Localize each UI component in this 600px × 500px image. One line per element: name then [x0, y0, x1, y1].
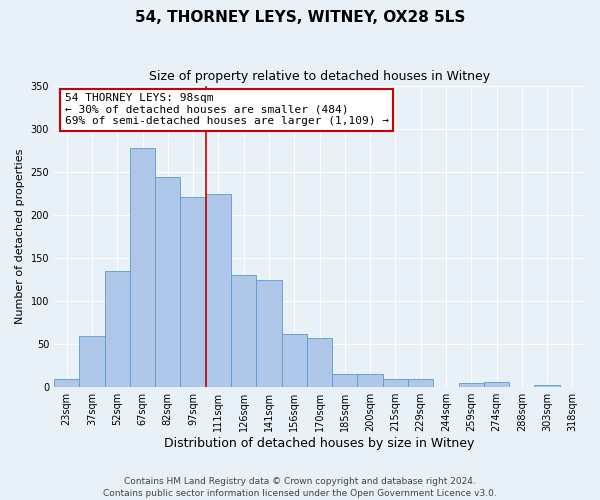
Bar — [383, 380, 408, 387]
Text: 54, THORNEY LEYS, WITNEY, OX28 5LS: 54, THORNEY LEYS, WITNEY, OX28 5LS — [135, 10, 465, 25]
Bar — [484, 382, 509, 387]
Bar — [155, 177, 181, 387]
Title: Size of property relative to detached houses in Witney: Size of property relative to detached ho… — [149, 70, 490, 83]
Bar — [79, 336, 104, 387]
Bar — [332, 374, 358, 387]
Bar — [458, 383, 484, 387]
Bar — [256, 280, 281, 387]
Bar — [358, 374, 383, 387]
Bar — [181, 196, 206, 387]
X-axis label: Distribution of detached houses by size in Witney: Distribution of detached houses by size … — [164, 437, 475, 450]
Bar — [231, 275, 256, 387]
Bar — [130, 148, 155, 387]
Bar — [206, 194, 231, 387]
Bar — [408, 380, 433, 387]
Text: 54 THORNEY LEYS: 98sqm
← 30% of detached houses are smaller (484)
69% of semi-de: 54 THORNEY LEYS: 98sqm ← 30% of detached… — [65, 93, 389, 126]
Bar — [54, 378, 79, 387]
Y-axis label: Number of detached properties: Number of detached properties — [15, 148, 25, 324]
Bar — [307, 338, 332, 387]
Bar — [535, 386, 560, 387]
Bar — [281, 334, 307, 387]
Bar — [104, 271, 130, 387]
Text: Contains HM Land Registry data © Crown copyright and database right 2024.
Contai: Contains HM Land Registry data © Crown c… — [103, 476, 497, 498]
